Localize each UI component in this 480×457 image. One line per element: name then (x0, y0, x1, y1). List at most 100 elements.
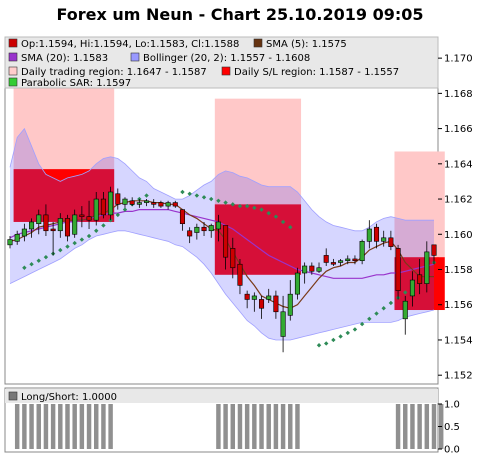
legend-swatch (8, 52, 18, 62)
sar-point (187, 191, 192, 196)
candle-body (381, 237, 387, 242)
candle-body (266, 295, 272, 300)
sar-point (65, 244, 70, 249)
candle-body (352, 258, 358, 262)
sub-legend-swatch (8, 391, 18, 401)
sar-point (381, 306, 386, 311)
legend-swatch (253, 38, 263, 48)
candle-body (431, 244, 437, 256)
candle-body (7, 239, 13, 246)
long-short-bar (424, 404, 430, 449)
sar-point (58, 247, 63, 253)
y-tick-label: 1.164 (444, 159, 473, 170)
sar-point (223, 200, 228, 205)
candle-body (323, 255, 329, 263)
candle-body (302, 265, 308, 274)
long-short-bar (237, 404, 243, 449)
long-short-bar (417, 404, 422, 449)
legend-swatch (8, 66, 18, 76)
long-short-bar (108, 404, 113, 449)
candle-body (424, 251, 430, 284)
candle-body (86, 216, 92, 221)
candle-body (144, 200, 150, 203)
candle-body (194, 226, 200, 233)
long-short-bar (223, 404, 228, 449)
candle-body (136, 202, 142, 205)
long-short-bar (22, 404, 27, 449)
long-short-bar (36, 404, 41, 449)
candle-body (366, 228, 372, 242)
y-tick-label: 1.158 (444, 265, 473, 276)
sar-point (266, 210, 271, 216)
legend-label: Daily trading region: 1.1647 - 1.1587 (21, 67, 207, 78)
candle-body (395, 248, 401, 291)
long-short-bar (101, 404, 106, 449)
legend-swatch (221, 66, 231, 76)
candle-body (179, 209, 186, 225)
y-tick-label: 1.154 (444, 335, 473, 346)
candle-body (280, 311, 286, 337)
sar-point (374, 311, 379, 316)
candle-body (122, 198, 128, 205)
legend-swatch (8, 38, 18, 48)
long-short-bar (230, 404, 236, 449)
trading-region-3 (394, 151, 445, 258)
candle-body (115, 193, 121, 205)
legend-label: Bollinger (20, 2): 1.1557 - 1.1608 (143, 53, 310, 64)
candle-body (409, 279, 415, 297)
candle-body (251, 295, 257, 300)
candle-body (79, 214, 85, 217)
long-short-bar (273, 404, 279, 449)
sar-point (43, 254, 49, 260)
sar-point (115, 212, 120, 218)
sar-point (259, 207, 264, 212)
legend-label: Daily S/L region: 1.1587 - 1.1557 (234, 67, 399, 78)
long-short-bar (50, 404, 56, 449)
y-tick-label: 1.168 (444, 89, 473, 100)
sar-point (94, 228, 99, 233)
candle-body (14, 233, 20, 242)
y-tick-label: 1.170 (444, 54, 473, 65)
long-short-bar (79, 404, 85, 449)
long-short-bar (403, 404, 408, 449)
candle-body (388, 237, 394, 247)
long-short-bar (266, 404, 271, 449)
long-short-bar (86, 404, 92, 449)
sar-point (338, 334, 343, 339)
sar-point (345, 330, 350, 336)
y-tick-label: 1.162 (444, 195, 473, 206)
candle-body (316, 267, 322, 272)
sar-point (230, 202, 235, 207)
sar-point (101, 223, 106, 228)
sub-y-tick-label: 0.5 (444, 422, 460, 433)
candle-body (43, 214, 49, 232)
sar-point (194, 193, 200, 198)
sl-region-2 (214, 204, 302, 275)
long-short-bar (280, 404, 286, 449)
y-tick-label: 1.152 (444, 371, 473, 382)
candle-body (29, 221, 35, 230)
candle-body (108, 191, 114, 216)
legend: Op:1.1594, Hi:1.1594, Lo:1.1583, Cl:1.15… (8, 38, 399, 89)
candle-body (158, 202, 164, 207)
sar-point (237, 203, 243, 209)
candle-body (338, 260, 344, 263)
long-short-bar (431, 404, 437, 449)
y-tick-label: 1.156 (444, 300, 473, 311)
long-short-bar (72, 404, 77, 449)
sar-point (144, 193, 149, 198)
sar-point (288, 225, 293, 230)
sar-point (359, 321, 365, 327)
y-axis: 1.152 1.154 1.156 1.158 1.160 1.162 1.164 1.166… (438, 54, 473, 382)
candle-body (36, 214, 42, 225)
candle-body (21, 228, 27, 237)
sar-point (72, 240, 77, 246)
candle-body (345, 258, 351, 262)
long-short-bar (94, 404, 99, 449)
sub-legend-box (5, 389, 438, 403)
candle-body (373, 226, 380, 242)
candle-body (187, 230, 193, 237)
candle-body (172, 202, 178, 207)
sub-y-tick-label: 0.0 (444, 445, 460, 456)
